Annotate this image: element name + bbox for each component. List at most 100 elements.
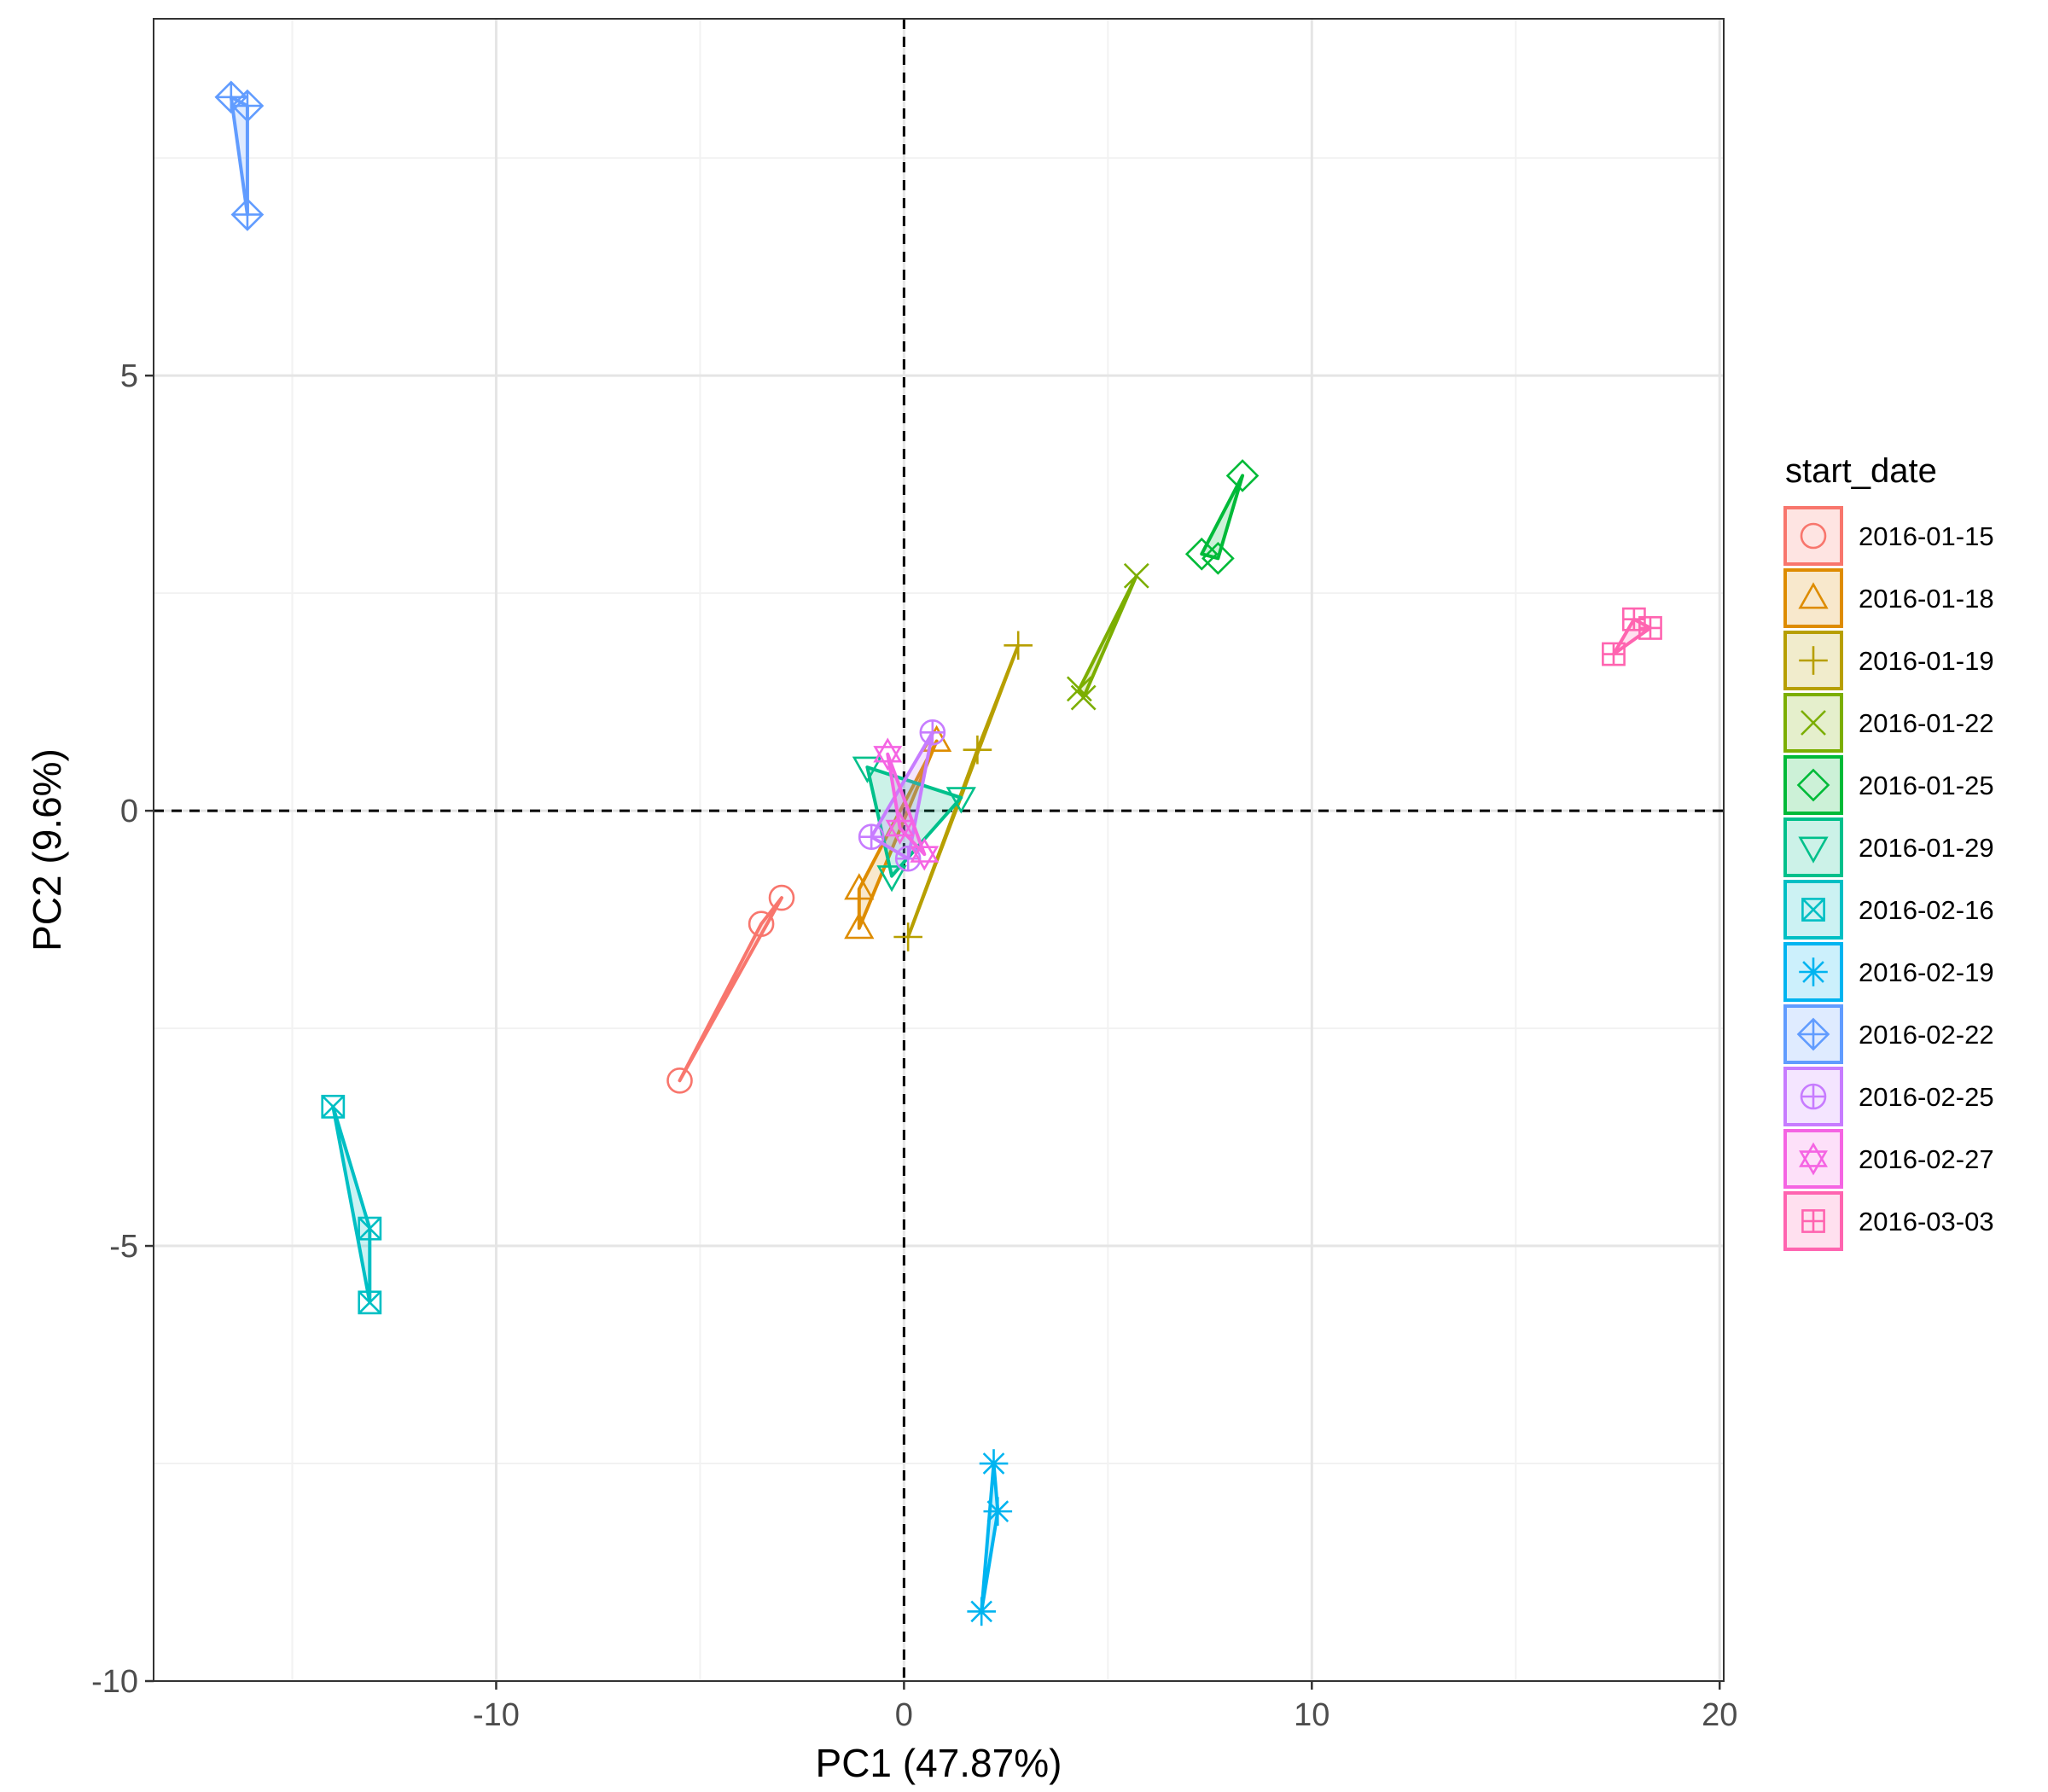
legend-key (1783, 755, 1843, 815)
legend-key-symbol (1801, 710, 1826, 736)
data-point (358, 1290, 382, 1315)
legend-label: 2016-02-16 (1859, 895, 1994, 925)
legend-key-symbol (1801, 898, 1825, 922)
legend-item: 2016-03-03 (1783, 1191, 1994, 1251)
legend-key-symbol (1799, 646, 1828, 675)
legend-item: 2016-01-15 (1783, 506, 1994, 566)
legend-label: 2016-02-19 (1859, 957, 1994, 987)
legend-label: 2016-03-03 (1859, 1207, 1994, 1236)
series-hull (906, 643, 1021, 939)
data-point (321, 1094, 346, 1119)
legend-item: 2016-02-27 (1783, 1129, 1994, 1189)
legend-item: 2016-02-22 (1783, 1004, 1994, 1064)
legend-key (1783, 817, 1843, 877)
data-point (768, 884, 795, 911)
legend-key-symbol (1798, 836, 1829, 864)
data-point (893, 922, 922, 951)
legend-key (1783, 631, 1843, 690)
data-point (1070, 684, 1097, 711)
plot-panel-border (153, 18, 1725, 1682)
legend: start_date 2016-01-15 2016-01-18 2016-01-1… (1783, 452, 1994, 1251)
series-hull (229, 95, 249, 217)
data-point (1066, 676, 1092, 702)
legend-key-symbol (1800, 1083, 1827, 1110)
legend-key-symbol (1796, 1017, 1830, 1051)
series-2016-01-22 (1066, 562, 1149, 711)
y-tick-label: 5 (120, 358, 138, 394)
data-point (1638, 616, 1662, 640)
series-2016-02-22 (214, 80, 265, 231)
y-tick-label: 0 (120, 794, 138, 829)
y-tick-label: -10 (91, 1664, 138, 1700)
legend-item: 2016-01-29 (1783, 817, 1994, 877)
legend-item: 2016-01-22 (1783, 693, 1994, 753)
legend-key-symbol (1798, 582, 1829, 609)
legend-key (1783, 506, 1843, 566)
series-layer (214, 80, 1662, 1626)
x-axis-title: PC1 (47.87%) (816, 1741, 1062, 1785)
legend-key (1783, 568, 1843, 628)
data-point (1123, 562, 1149, 589)
data-point (666, 1067, 693, 1094)
series-2016-03-03 (1602, 607, 1662, 666)
legend-label: 2016-02-25 (1859, 1082, 1994, 1112)
legend-item: 2016-01-18 (1783, 568, 1994, 628)
data-point (873, 737, 903, 771)
legend-item: 2016-02-25 (1783, 1067, 1994, 1126)
data-point (983, 1497, 1013, 1526)
series-2016-01-19 (893, 631, 1033, 951)
x-tick-label: 0 (895, 1697, 913, 1733)
data-point (910, 837, 940, 871)
data-point (1621, 607, 1646, 631)
data-point (885, 812, 915, 845)
data-point (894, 845, 922, 872)
data-point (844, 873, 875, 900)
legend-key-symbol (1800, 522, 1827, 550)
series-hull (1200, 474, 1245, 561)
series-hull (1077, 573, 1138, 700)
legend-item: 2016-01-19 (1783, 631, 1994, 690)
series-hull (331, 1104, 372, 1305)
series-hull (886, 752, 927, 857)
legend-key-symbol (1796, 768, 1830, 802)
legend-key-symbol (1801, 1209, 1825, 1233)
x-tick-label: 10 (1294, 1697, 1329, 1733)
x-tick-label: -10 (473, 1697, 520, 1733)
legend-label: 2016-01-25 (1859, 771, 1994, 800)
y-axis-title: PC2 (9.6%) (25, 748, 69, 951)
data-point (945, 787, 976, 814)
legend-key-symbol (1799, 1142, 1828, 1176)
legend-item: 2016-01-25 (1783, 755, 1994, 815)
legend-label: 2016-02-22 (1859, 1020, 1994, 1050)
data-point (979, 1449, 1009, 1478)
series-2016-02-16 (321, 1094, 382, 1315)
data-point (963, 735, 992, 765)
legend-item: 2016-02-16 (1783, 880, 1994, 940)
reference-lines (154, 19, 1724, 1681)
legend-key (1783, 693, 1843, 753)
data-point (1225, 459, 1260, 492)
legend-label: 2016-02-27 (1859, 1144, 1994, 1174)
legend-title: start_date (1785, 452, 1937, 490)
y-tick-label: -5 (109, 1229, 138, 1265)
data-point (858, 823, 885, 851)
data-point (1004, 631, 1033, 660)
series-2016-02-27 (873, 737, 940, 871)
x-tick-label: 20 (1702, 1697, 1737, 1733)
data-point (919, 719, 946, 746)
legend-label: 2016-01-29 (1859, 833, 1994, 863)
series-hull (980, 1462, 1000, 1614)
legend-label: 2016-01-15 (1859, 521, 1994, 551)
data-point (967, 1597, 996, 1626)
data-point (748, 911, 775, 937)
legend-key-symbol (1799, 957, 1828, 986)
legend-item: 2016-02-19 (1783, 942, 1994, 1002)
data-point (1602, 642, 1626, 666)
data-point (876, 865, 907, 893)
data-point (230, 198, 265, 231)
legend-key (1783, 1129, 1843, 1189)
series-2016-01-15 (666, 884, 795, 1094)
legend-label: 2016-01-22 (1859, 708, 1994, 738)
